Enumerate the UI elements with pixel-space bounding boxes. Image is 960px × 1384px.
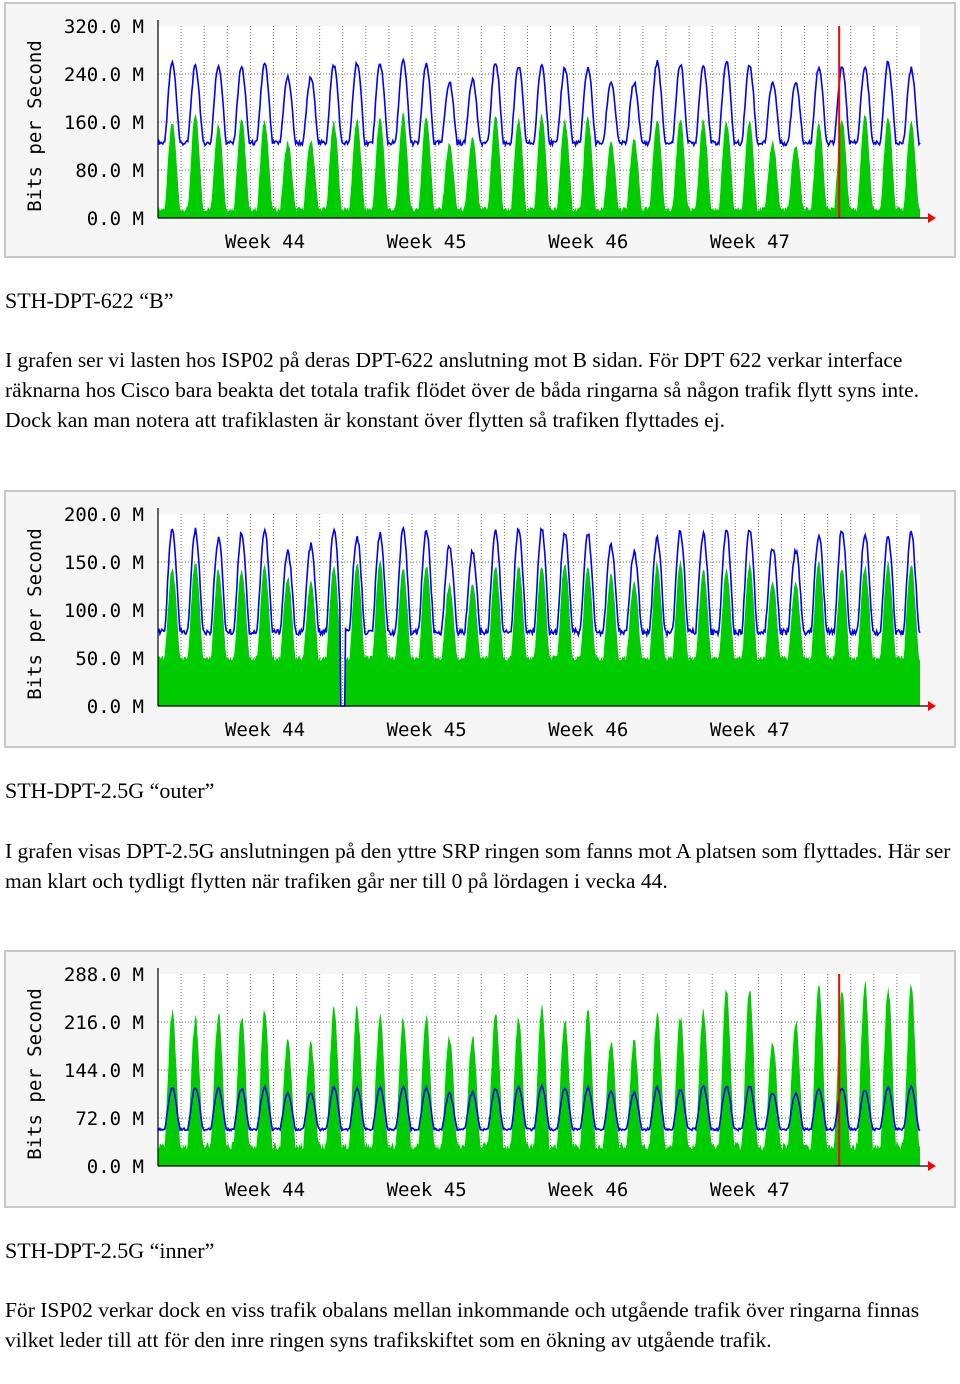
caption-2: STH-DPT-2.5G “outer”	[5, 778, 215, 803]
y-tick-label: 0.0 M	[87, 208, 144, 230]
series-out-line	[157, 1083, 921, 1134]
y-tick-label: 240.0 M	[64, 64, 144, 86]
chart-3-svg: 288.0 M 216.0 M 144.0 M 72.0 M 0.0 M Week 44 W…	[24, 964, 936, 1201]
y-tick-label: 0.0 M	[87, 696, 144, 718]
y-tick-label: 72.0 M	[75, 1108, 144, 1130]
y-tick-label: 160.0 M	[64, 112, 144, 134]
x-tick-label: Week 47	[710, 719, 790, 741]
chart-2-svg: 200.0 M 150.0 M 100.0 M 50.0 M 0.0 M Week 44 W…	[24, 504, 936, 741]
y-tick-label: 320.0 M	[64, 16, 144, 38]
caption-3: STH-DPT-2.5G “inner”	[5, 1238, 215, 1263]
series-out-line	[157, 525, 921, 707]
series-in-area	[158, 112, 920, 218]
y-tick-label: 0.0 M	[87, 1156, 144, 1178]
y-tick-label: 100.0 M	[64, 600, 144, 622]
chart-1-frame: 320.0 M 240.0 M 160.0 M 80.0 M 0.0 M Week 44 W…	[4, 2, 956, 258]
x-axis-arrow	[928, 213, 936, 223]
x-tick-label: Week 46	[548, 1179, 628, 1201]
paragraph-2: I grafen visas DPT-2.5G anslutningen på …	[5, 839, 951, 893]
paragraph-1: I grafen ser vi lasten hos ISP02 på dera…	[5, 348, 920, 432]
x-tick-label: Week 45	[387, 1179, 467, 1201]
x-tick-label: Week 44	[225, 231, 305, 253]
y-tick-label: 288.0 M	[64, 964, 144, 986]
x-tick-label: Week 45	[387, 719, 467, 741]
series-in-area	[158, 980, 920, 1166]
chart-2-frame: 200.0 M 150.0 M 100.0 M 50.0 M 0.0 M Week 44 W…	[4, 490, 956, 748]
x-axis-arrow	[928, 1161, 936, 1171]
y-axis-title: Bits per Second	[24, 988, 46, 1160]
series-in-area	[158, 559, 920, 706]
x-tick-label: Week 44	[225, 719, 305, 741]
x-tick-label: Week 44	[225, 1179, 305, 1201]
y-axis-title: Bits per Second	[24, 528, 46, 700]
caption-1: STH-DPT-622 “B”	[5, 288, 174, 313]
y-axis-title: Bits per Second	[24, 40, 46, 212]
x-tick-label: Week 47	[710, 1179, 790, 1201]
x-tick-label: Week 46	[548, 719, 628, 741]
y-tick-label: 80.0 M	[75, 160, 144, 182]
paragraph-3: För ISP02 verkar dock en viss trafik oba…	[5, 1298, 920, 1352]
y-tick-label: 150.0 M	[64, 552, 144, 574]
series-out-line	[157, 57, 921, 149]
x-tick-label: Week 46	[548, 231, 628, 253]
chart-1-svg: 320.0 M 240.0 M 160.0 M 80.0 M 0.0 M Week 44 W…	[24, 16, 936, 253]
y-tick-label: 50.0 M	[75, 648, 144, 670]
y-tick-label: 216.0 M	[64, 1012, 144, 1034]
y-tick-label: 200.0 M	[64, 504, 144, 526]
x-axis-arrow	[928, 701, 936, 711]
x-tick-label: Week 47	[710, 231, 790, 253]
y-tick-label: 144.0 M	[64, 1060, 144, 1082]
x-tick-label: Week 45	[387, 231, 467, 253]
chart-3-frame: 288.0 M 216.0 M 144.0 M 72.0 M 0.0 M Week 44 W…	[4, 950, 956, 1208]
